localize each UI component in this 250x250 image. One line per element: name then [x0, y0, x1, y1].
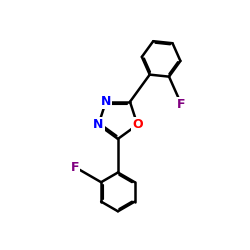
Text: N: N [93, 118, 104, 131]
Text: F: F [177, 98, 186, 111]
Text: N: N [101, 95, 111, 108]
Text: O: O [132, 118, 143, 131]
Text: F: F [71, 160, 79, 173]
